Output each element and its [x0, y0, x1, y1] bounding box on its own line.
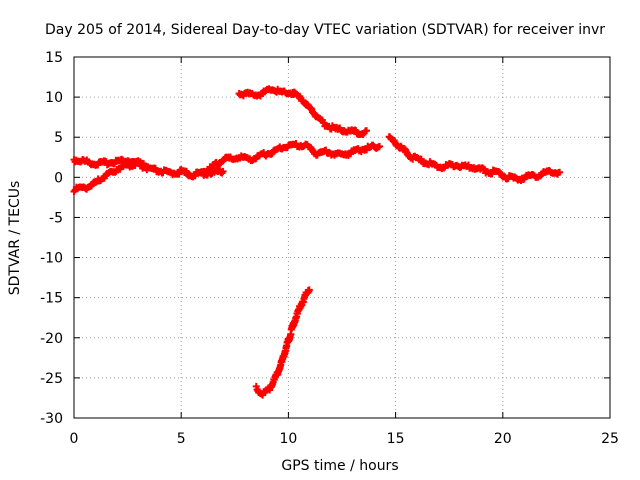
y-tick-label: -20 — [40, 331, 63, 347]
data-point — [219, 167, 227, 175]
y-tick-label: 15 — [45, 50, 63, 66]
data-point — [305, 286, 313, 294]
y-tick-label: -5 — [49, 210, 63, 226]
tick-labels: 0 5 10 15 20 25 -30 -25 -20 -15 -10 -5 0 5 10 15 — [40, 50, 619, 447]
y-axis-label: SDTVAR / TECUs — [7, 181, 23, 296]
series-track-d — [235, 85, 371, 139]
x-axis-label: GPS time / hours — [281, 458, 398, 474]
x-tick-label: 25 — [601, 431, 619, 447]
chart-title: Day 205 of 2014, Sidereal Day-to-day VTE… — [45, 22, 605, 38]
data-point — [363, 127, 371, 135]
x-tick-label: 0 — [70, 431, 79, 447]
series-track-b — [70, 157, 152, 195]
data-point — [144, 163, 152, 171]
data-points — [70, 85, 564, 399]
axis-ticks — [73, 56, 611, 419]
y-tick-label: -10 — [40, 251, 63, 267]
y-tick-label: 0 — [54, 170, 63, 186]
series-track-c — [194, 140, 384, 177]
y-tick-label: -25 — [40, 371, 63, 387]
plot-frame — [73, 56, 611, 419]
series-track-e — [385, 133, 564, 185]
y-tick-label: -15 — [40, 291, 63, 307]
data-point — [376, 142, 384, 150]
y-tick-label: 10 — [45, 90, 63, 106]
x-tick-label: 5 — [177, 431, 186, 447]
series-track-f — [252, 286, 313, 399]
grid-lines — [74, 57, 610, 418]
x-tick-label: 15 — [387, 431, 405, 447]
y-tick-label: 5 — [54, 130, 63, 146]
data-point — [556, 168, 564, 176]
y-tick-label: -30 — [40, 411, 63, 427]
data-point — [131, 162, 139, 170]
x-tick-label: 10 — [279, 431, 297, 447]
x-tick-label: 20 — [494, 431, 512, 447]
